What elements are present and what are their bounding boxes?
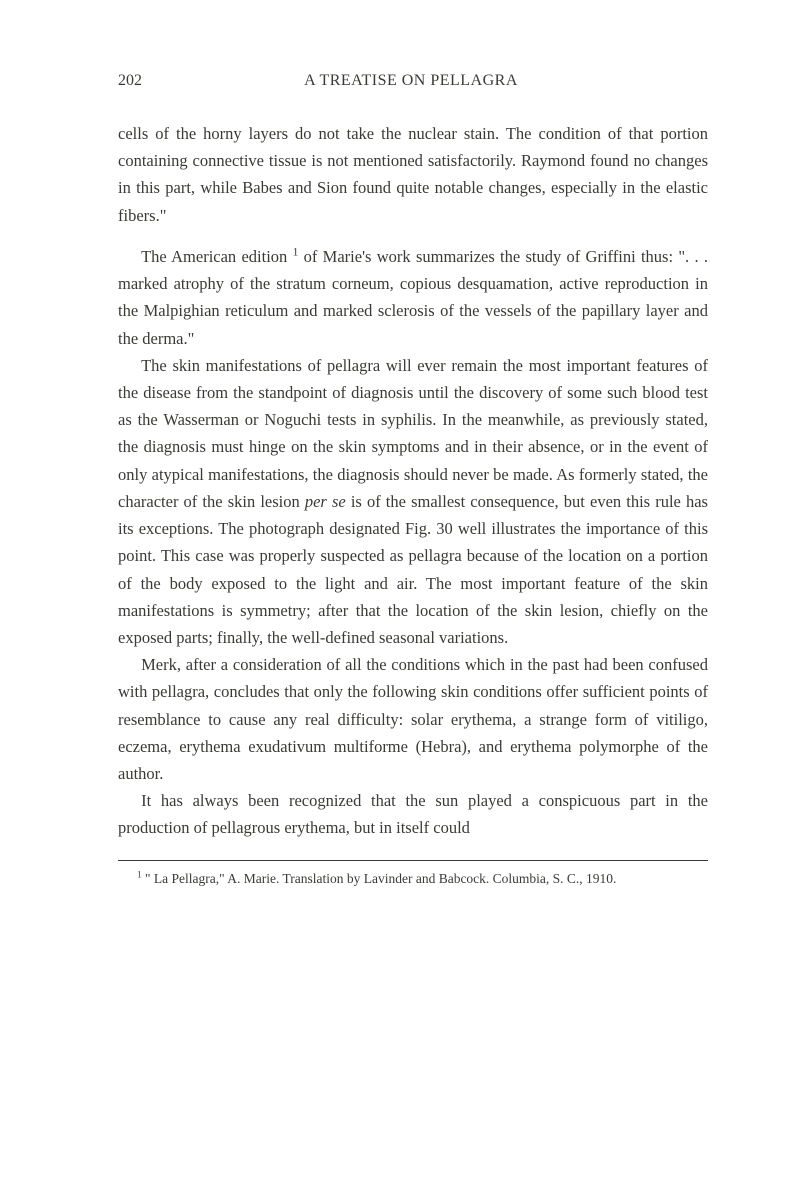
- paragraph-gap: [118, 229, 708, 243]
- paragraph-3: The skin manifestations of pellagra will…: [118, 352, 708, 651]
- running-title: A TREATISE ON PELLAGRA: [114, 72, 708, 90]
- p3-text-b: is of the smallest consequence, but even…: [118, 492, 708, 647]
- body-text: cells of the horny layers do not take th…: [118, 120, 708, 842]
- page-header: 202 A TREATISE ON PELLAGRA: [118, 72, 708, 90]
- p2-text-a: The American edition: [141, 247, 292, 266]
- p3-italic: per se: [305, 492, 346, 511]
- footnote-1: 1 " La Pellagra," A. Marie. Translation …: [118, 869, 708, 889]
- page-content: 202 A TREATISE ON PELLAGRA cells of the …: [0, 0, 800, 949]
- footnote-rule: [118, 860, 708, 861]
- paragraph-5: It has always been recognized that the s…: [118, 787, 708, 841]
- p3-text-a: The skin manifestations of pellagra will…: [118, 356, 708, 511]
- footnote-text: " La Pellagra," A. Marie. Translation by…: [142, 871, 617, 886]
- paragraph-1: cells of the horny layers do not take th…: [118, 120, 708, 229]
- paragraph-4: Merk, after a consideration of all the c…: [118, 651, 708, 787]
- paragraph-2: The American edition 1 of Marie's work s…: [118, 243, 708, 352]
